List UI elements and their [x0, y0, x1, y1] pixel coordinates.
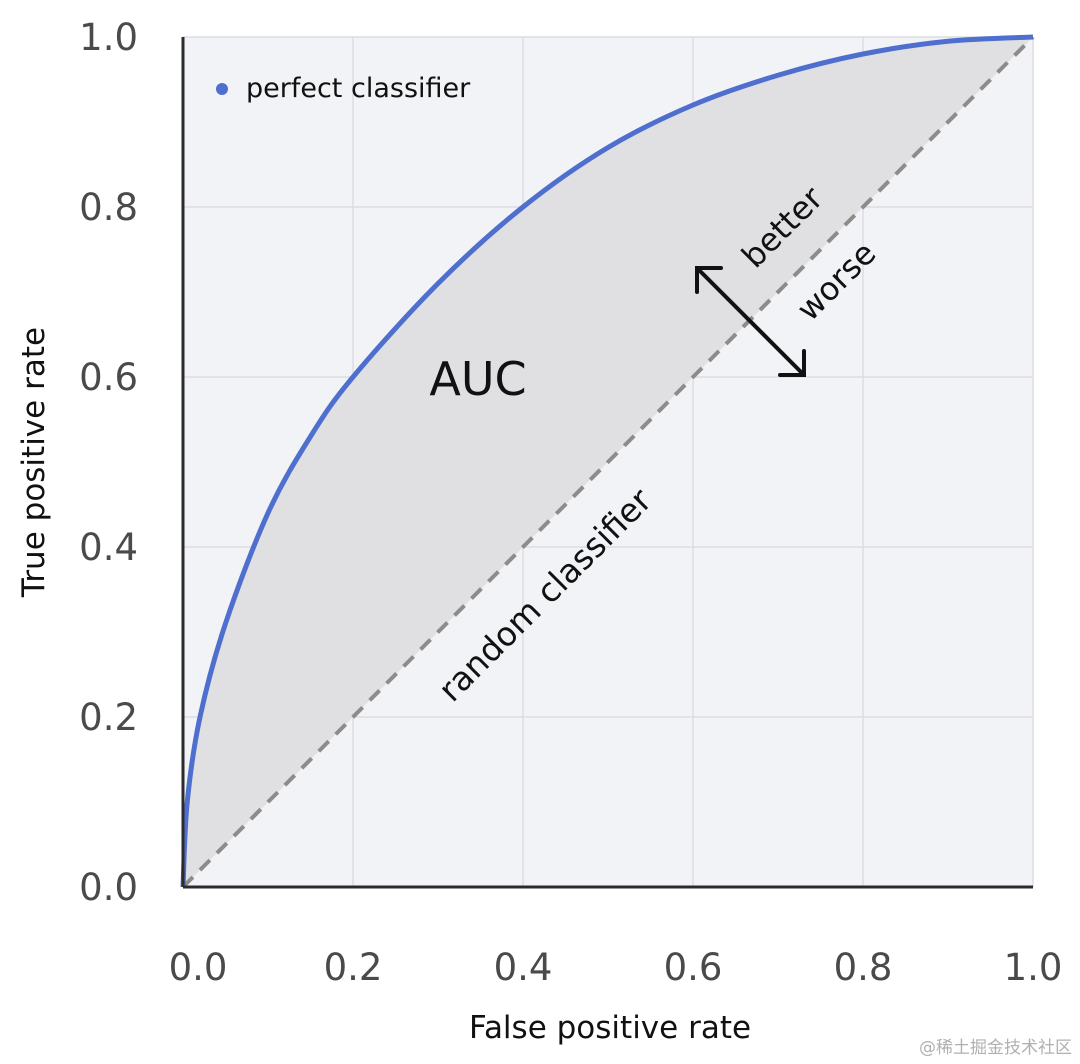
- y-tick-label: 1.0: [79, 16, 138, 59]
- auc-label: AUC: [429, 352, 526, 406]
- x-axis-label: False positive rate: [469, 1010, 751, 1046]
- x-tick-labels: 0.0 0.2 0.4 0.6 0.8 1.0: [169, 946, 1063, 989]
- x-tick-label: 0.0: [169, 946, 228, 989]
- legend-label: perfect classifier: [246, 73, 471, 104]
- y-tick-label: 0.8: [79, 186, 138, 229]
- y-tick-label: 0.4: [79, 526, 138, 569]
- x-tick-label: 1.0: [1004, 946, 1063, 989]
- arrow-head-up-icon: [695, 266, 723, 294]
- y-tick-label: 0.0: [79, 866, 138, 909]
- y-axis-label: True positive rate: [16, 327, 52, 598]
- roc-curve: [180, 34, 1034, 888]
- arrow-head-down-icon: [778, 349, 806, 377]
- x-tick-label: 0.8: [834, 946, 893, 989]
- y-tick-labels: 0.0 0.2 0.4 0.6 0.8 1.0: [79, 16, 138, 909]
- watermark: @稀土掘金技术社区: [919, 1038, 1072, 1058]
- better-worse-arrow: [695, 266, 806, 377]
- x-tick-label: 0.2: [324, 946, 383, 989]
- y-tick-label: 0.6: [79, 356, 138, 399]
- x-tick-label: 0.4: [494, 946, 553, 989]
- random-classifier-line: [181, 35, 1035, 889]
- x-tick-label: 0.6: [664, 946, 723, 989]
- legend-marker: [216, 83, 228, 95]
- y-tick-label: 0.2: [79, 696, 138, 739]
